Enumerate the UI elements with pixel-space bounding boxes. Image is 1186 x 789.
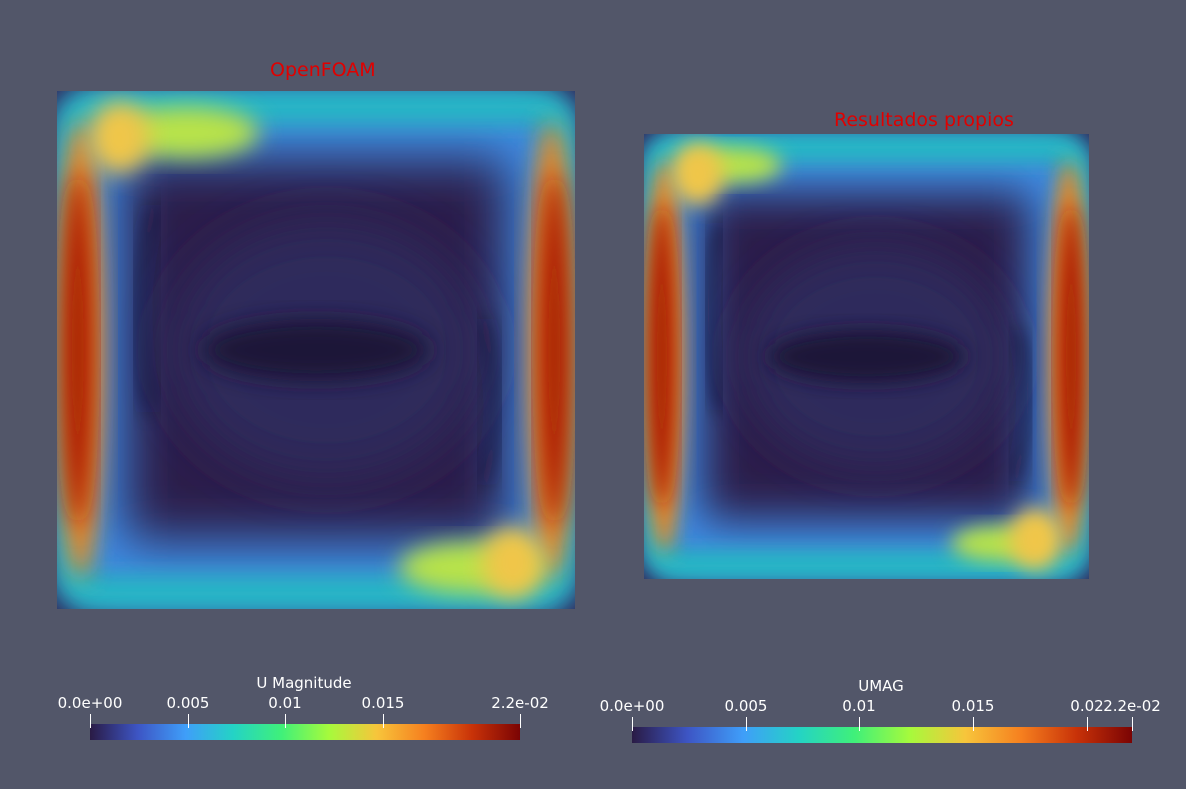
colorbar-tick	[188, 714, 189, 728]
colorbar-tick	[973, 717, 974, 731]
view-title-resultados: Resultados propios	[834, 109, 1014, 131]
colorbar-tick-label: 0.01	[842, 697, 876, 715]
colorbar-tick	[1087, 717, 1088, 731]
colorbar-tick-label: 0.0e+00	[599, 697, 665, 715]
colorbar-tick	[1132, 717, 1133, 731]
colorbar-tick	[746, 717, 747, 731]
view-title-openfoam: OpenFOAM	[270, 59, 376, 81]
field-plot	[57, 91, 575, 609]
colorbar-tick	[632, 717, 633, 731]
colorbar-title-resultados: UMAG	[858, 677, 904, 695]
colorbar-tick-label: 0.01	[268, 694, 302, 712]
colorbar-tick	[383, 714, 384, 728]
colorbar-tick-label: 0.005	[724, 697, 768, 715]
field-plot	[644, 134, 1089, 579]
colorbar-tick	[859, 717, 860, 731]
colorbar-ramp-openfoam	[90, 724, 520, 740]
colorbar-ramp-resultados	[632, 727, 1132, 743]
colorbar-tick-label: 0.0e+00	[57, 694, 123, 712]
colorbar-tick-label: 0.005	[166, 694, 210, 712]
colorbar-tick-label: 2.2e-02	[1103, 697, 1161, 715]
colorbar-tick	[90, 714, 91, 728]
colorbar-tick-label: 0.02	[1070, 697, 1104, 715]
colorbar-tick	[285, 714, 286, 728]
colorbar-tick-label: 0.015	[361, 694, 405, 712]
colorbar-tick	[520, 714, 521, 728]
velocity-field-resultados[interactable]	[644, 134, 1089, 579]
colorbar-tick-label: 0.015	[951, 697, 995, 715]
colorbar-tick-label: 2.2e-02	[491, 694, 549, 712]
colorbar-title-openfoam: U Magnitude	[256, 674, 352, 692]
velocity-field-openfoam[interactable]	[57, 91, 575, 609]
